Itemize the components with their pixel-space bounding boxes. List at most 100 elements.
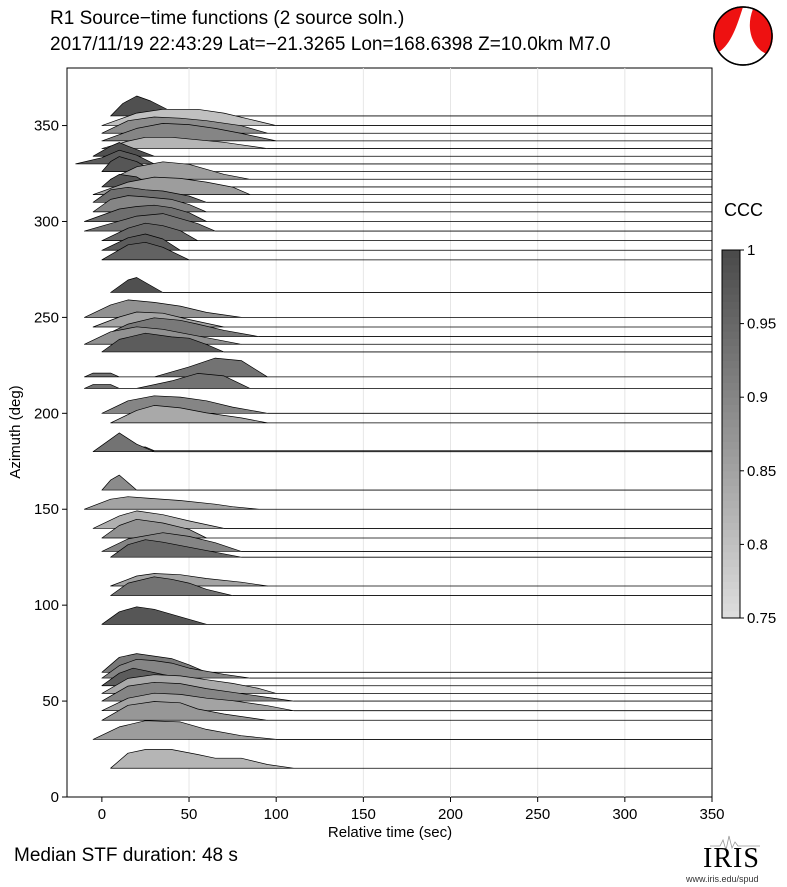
- colorbar-band: [722, 250, 740, 258]
- y-tick-label: 350: [34, 118, 59, 135]
- colorbar-band: [722, 500, 740, 509]
- trace-group: [75, 95, 712, 769]
- stf-trace: [101, 241, 712, 261]
- y-tick-label: 200: [34, 405, 59, 422]
- colorbar-label: CCC: [724, 200, 763, 220]
- x-tick-label: 350: [699, 806, 724, 823]
- x-tick-label: 50: [181, 806, 198, 823]
- stf-trace: [101, 222, 712, 242]
- colorbar-band: [722, 559, 740, 567]
- colorbar-band: [722, 264, 740, 273]
- colorbar-band: [722, 404, 740, 413]
- stf-trace: [92, 432, 712, 453]
- colorbar-band: [722, 338, 740, 347]
- colorbar-ticks: 0.75 0.8 0.85 0.9 0.95 1: [740, 242, 776, 627]
- stf-area: [84, 373, 251, 389]
- y-tick-label: 300: [34, 213, 59, 230]
- colorbar-band: [722, 375, 740, 383]
- stf-trace: [101, 123, 712, 142]
- stf-trace: [101, 332, 712, 353]
- colorbar-band: [722, 544, 740, 553]
- colorbar-band: [722, 537, 740, 545]
- colorbar-band: [722, 492, 740, 501]
- colorbar-band: [722, 330, 740, 339]
- stf-trace: [84, 213, 712, 232]
- colorbar-band: [722, 367, 740, 376]
- median-duration-text: Median STF duration: 48 s: [14, 845, 238, 866]
- x-tick-label: 200: [438, 806, 463, 823]
- colorbar-band: [722, 316, 740, 325]
- colorbar-tick-label: 0.95: [747, 316, 776, 333]
- colorbar-band: [722, 603, 740, 612]
- colorbar-tick-label: 0.85: [747, 463, 776, 480]
- colorbar-band: [722, 382, 740, 391]
- colorbar-band: [722, 286, 740, 295]
- iris-logo-icon: [710, 835, 760, 851]
- x-tick-label: 250: [525, 806, 550, 823]
- chart-subtitle: 2017/11/19 22:43:29 Lat=−21.3265 Lon=168…: [50, 34, 611, 55]
- colorbar-band: [722, 470, 740, 479]
- colorbar-band: [722, 448, 740, 457]
- colorbar-band: [722, 434, 740, 442]
- stf-area: [84, 299, 242, 318]
- stf-trace: [101, 518, 712, 539]
- stf-trace: [101, 606, 712, 625]
- stf-area: [101, 222, 199, 242]
- stf-trace: [110, 749, 712, 769]
- y-tick-label: 50: [42, 693, 59, 710]
- y-tick-label: 100: [34, 597, 59, 614]
- x-tick-label: 300: [612, 806, 637, 823]
- colorbar-band: [722, 272, 740, 280]
- stf-trace: [92, 195, 712, 213]
- colorbar-band: [722, 308, 740, 317]
- x-tick-label: 0: [98, 806, 106, 823]
- colorbar-tick-label: 0.8: [747, 536, 768, 553]
- x-tick-label: 100: [264, 806, 289, 823]
- stf-trace: [101, 474, 712, 491]
- chart-title: R1 Source−time functions (2 source soln.…: [50, 8, 405, 29]
- x-tick-label: 150: [351, 806, 376, 823]
- focal-mechanism-beachball-icon: [713, 6, 773, 66]
- stf-trace: [101, 233, 712, 251]
- y-axis-ticks: 0 50 100 150 200 250 300 350: [34, 118, 67, 806]
- stf-area: [110, 749, 294, 769]
- stf-trace: [110, 539, 712, 558]
- colorbar-band: [722, 595, 740, 604]
- colorbar-band: [722, 478, 740, 487]
- colorbar-band: [722, 610, 740, 619]
- iris-logo-text: IRIS: [703, 843, 760, 874]
- stf-trace: [84, 373, 712, 389]
- colorbar-band: [722, 441, 740, 450]
- stf-trace: [110, 161, 712, 180]
- stf-area: [110, 539, 242, 558]
- colorbar-band: [722, 301, 740, 310]
- stf-trace: [84, 357, 712, 378]
- colorbar-band: [722, 507, 740, 516]
- x-axis-ticks: 0 50 100 150 200 250 300 350: [98, 797, 725, 823]
- stf-area: [110, 576, 233, 596]
- y-tick-label: 150: [34, 501, 59, 518]
- stf-area: [101, 233, 181, 251]
- stf-trace: [101, 701, 712, 721]
- colorbar-frame: [721, 249, 741, 619]
- colorbar-band: [722, 353, 740, 361]
- colorbar-band: [722, 573, 740, 582]
- colorbar-band: [722, 463, 740, 472]
- colorbar-band: [722, 323, 740, 332]
- stf-area: [101, 241, 190, 261]
- stf-trace: [84, 496, 712, 510]
- colorbar-band: [722, 522, 740, 531]
- stf-trace: [110, 405, 712, 424]
- stf-trace: [110, 576, 712, 596]
- colorbar-band: [722, 294, 740, 303]
- colorbar-band: [722, 345, 740, 354]
- colorbar-band: [722, 485, 740, 494]
- colorbar-tick-label: 0.9: [747, 389, 768, 406]
- colorbar-band: [722, 411, 740, 420]
- colorbar-band: [722, 360, 740, 369]
- colorbar-band: [722, 529, 740, 538]
- colorbar-band: [722, 397, 740, 406]
- iris-url: www.iris.edu/spud: [686, 874, 759, 884]
- colorbar-tick-label: 1: [747, 242, 755, 259]
